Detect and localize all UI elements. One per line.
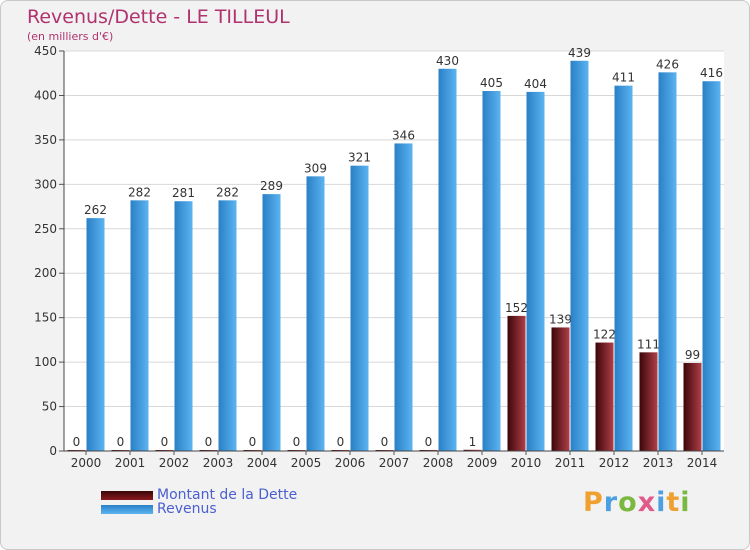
- y-tick-label: 50: [42, 400, 57, 414]
- data-label: 439: [568, 46, 591, 60]
- logo-letter: i: [656, 487, 667, 518]
- x-tick-label: 2010: [511, 456, 542, 470]
- data-label: 0: [425, 435, 433, 449]
- x-tick-label: 2007: [379, 456, 410, 470]
- data-label: 1: [469, 435, 477, 449]
- bar-revenus-2001: [130, 200, 149, 451]
- data-label: 0: [381, 435, 389, 449]
- data-label: 411: [612, 71, 635, 85]
- logo-letter: P: [583, 487, 604, 518]
- bar-dette-2014: [683, 363, 702, 451]
- bar-dette-2009: [463, 449, 482, 451]
- logo-letter: x: [637, 487, 657, 518]
- x-tick-label: 2008: [423, 456, 454, 470]
- x-tick-label: 2011: [555, 456, 586, 470]
- data-label: 0: [293, 435, 301, 449]
- bar-revenus-2002: [174, 201, 193, 451]
- logo-letter: o: [618, 487, 638, 518]
- bar-revenus-2009: [482, 91, 501, 451]
- data-label: 262: [84, 203, 107, 217]
- x-tick-label: 2005: [291, 456, 322, 470]
- data-label: 0: [73, 435, 81, 449]
- data-label: 111: [637, 337, 660, 351]
- y-tick-label: 450: [34, 44, 57, 58]
- data-label: 405: [480, 76, 503, 90]
- bar-revenus-2013: [658, 72, 677, 451]
- data-label: 122: [593, 328, 616, 342]
- logo-letter: i: [680, 487, 691, 518]
- data-label: 416: [700, 66, 723, 80]
- x-tick-label: 2014: [687, 456, 718, 470]
- bar-dette-2010: [507, 315, 526, 451]
- y-tick-label: 100: [34, 355, 57, 369]
- x-tick-label: 2006: [335, 456, 366, 470]
- logo-letter: r: [603, 487, 619, 518]
- x-tick-label: 2003: [203, 456, 234, 470]
- bar-revenus-2007: [394, 143, 413, 451]
- bar-revenus-2014: [702, 81, 721, 451]
- x-tick-label: 2013: [643, 456, 674, 470]
- bar-revenus-2011: [570, 60, 589, 452]
- data-label: 0: [337, 435, 345, 449]
- data-label: 404: [524, 77, 547, 91]
- legend-label-revenus: Revenus: [157, 501, 217, 517]
- bar-revenus-2005: [306, 176, 325, 452]
- y-tick-label: 200: [34, 266, 57, 280]
- legend-swatch-revenus: [101, 504, 153, 514]
- y-tick-label: 250: [34, 222, 57, 236]
- x-tick-label: 2004: [247, 456, 278, 470]
- data-label: 321: [348, 151, 371, 165]
- data-label: 309: [304, 161, 327, 175]
- data-label: 289: [260, 179, 283, 193]
- x-tick-label: 2009: [467, 456, 498, 470]
- y-tick-label: 300: [34, 177, 57, 191]
- bar-dette-2012: [595, 342, 614, 451]
- y-tick-label: 0: [49, 444, 57, 458]
- data-label: 0: [161, 435, 169, 449]
- legend-item-revenus: Revenus: [101, 501, 217, 517]
- chart-subtitle: (en milliers d'€): [27, 30, 114, 43]
- y-tick-label: 150: [34, 311, 57, 325]
- data-label: 0: [249, 435, 257, 449]
- data-label: 99: [685, 348, 700, 362]
- x-tick-label: 2012: [599, 456, 630, 470]
- bar-revenus-2003: [218, 200, 237, 451]
- data-label: 282: [216, 185, 239, 199]
- data-label: 430: [436, 54, 459, 68]
- data-label: 426: [656, 57, 679, 71]
- data-label: 0: [205, 435, 213, 449]
- plot-background: [64, 51, 724, 451]
- data-label: 139: [549, 312, 572, 326]
- proxiti-logo: Proxiti: [583, 487, 691, 518]
- bar-dette-2011: [551, 327, 570, 451]
- x-tick-label: 2001: [115, 456, 146, 470]
- logo-letter: t: [666, 487, 681, 518]
- x-tick-label: 2002: [159, 456, 190, 470]
- bar-revenus-2006: [350, 165, 369, 451]
- y-tick-label: 350: [34, 133, 57, 147]
- data-label: 152: [505, 301, 528, 315]
- bar-revenus-2010: [526, 91, 545, 451]
- data-label: 281: [172, 186, 195, 200]
- data-label: 0: [117, 435, 125, 449]
- bar-revenus-2004: [262, 194, 281, 451]
- legend-swatch-dette: [101, 490, 153, 500]
- chart-title: Revenus/Dette - LE TILLEUL: [27, 6, 290, 28]
- x-tick-label: 2000: [71, 456, 102, 470]
- data-label: 346: [392, 128, 415, 142]
- legend-label-dette: Montant de la Dette: [157, 487, 298, 503]
- bar-revenus-2012: [614, 85, 633, 452]
- data-label: 282: [128, 185, 151, 199]
- bar-dette-2013: [639, 352, 658, 451]
- y-tick-label: 400: [34, 88, 57, 102]
- legend-item-dette: Montant de la Dette: [101, 487, 297, 503]
- bar-revenus-2008: [438, 68, 457, 452]
- bar-revenus-2000: [86, 218, 105, 451]
